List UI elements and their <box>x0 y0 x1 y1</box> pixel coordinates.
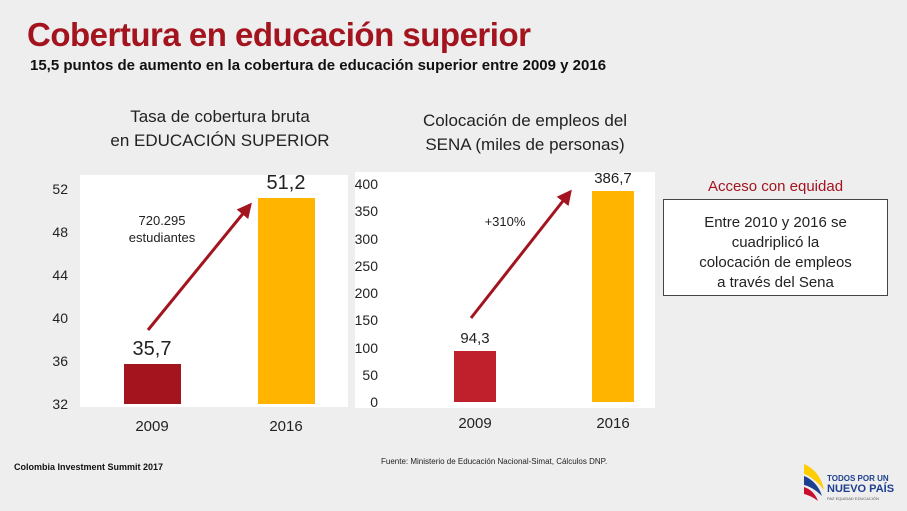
chart2-ytick-label: 400 <box>354 176 378 192</box>
chart1-ytick-label: 40 <box>52 310 68 326</box>
government-logo: TODOS POR UN NUEVO PAÍS PAZ EQUIDAD EDUC… <box>800 460 900 505</box>
equity-info-heading: Acceso con equidad <box>707 178 844 195</box>
equity-info-line4: a través del Sena <box>717 274 834 291</box>
chart2-ytick-label: 50 <box>362 366 378 383</box>
chart2-ytick-label: 200 <box>354 285 378 301</box>
chart1-data-label-2009: 35,7 <box>132 338 172 361</box>
chart2-category-label-2016: 2016 <box>596 415 630 432</box>
chart1-category-label-2016: 2016 <box>269 418 303 435</box>
chart2-ytick-label: 100 <box>354 339 378 356</box>
chart1-title: Tasa de cobertura bruta en EDUCACIÓN SUP… <box>70 105 370 153</box>
flag-swoosh-icon <box>804 464 824 501</box>
chart1-ytick-label: 32 <box>52 396 68 412</box>
equity-info-text: Entre 2010 y 2016 se cuadriplicó la colo… <box>663 213 888 293</box>
chart2-data-label-2016: 386,7 <box>594 170 632 188</box>
chart1-category-label-2009: 2009 <box>135 418 169 435</box>
chart1-title-line1: Tasa de cobertura bruta <box>130 107 310 126</box>
slide-subtitle: 15,5 puntos de aumento en la cobertura d… <box>30 57 607 74</box>
chart1-annotation: 720.295 estudiantes <box>122 212 202 246</box>
logo-line2: NUEVO PAÍS <box>827 483 895 495</box>
chart2-annotation-line1: +310% <box>484 214 526 229</box>
chart2-bar-2009 <box>454 350 496 402</box>
event-name: Colombia Investment Summit 2017 <box>14 462 164 472</box>
chart1-ytick-label: 44 <box>52 267 68 283</box>
chart1-annotation-line1: 720.295 <box>138 213 186 228</box>
chart1-ytick-label: 48 <box>52 224 68 240</box>
chart1-annotation-line2: estudiantes <box>128 230 196 245</box>
logo-tagline: PAZ EQUIDAD EDUCACIÓN <box>827 496 879 501</box>
chart2-ytick-label: 0 <box>370 394 378 410</box>
chart1-bar-2016 <box>257 197 315 404</box>
chart2-bar-2016 <box>592 191 634 402</box>
equity-info-line3: colocación de empleos <box>699 254 852 271</box>
logo-line1: TODOS POR UN <box>827 474 889 483</box>
chart1-title-line2: en EDUCACIÓN SUPERIOR <box>110 131 330 150</box>
slide-title: Cobertura en educación superior <box>27 16 531 53</box>
chart2-title: Colocación de empleos del SENA (miles de… <box>375 109 675 157</box>
equity-info-line1: Entre 2010 y 2016 se <box>704 214 847 231</box>
chart2-title-line1: Colocación de empleos del <box>422 111 628 130</box>
chart2-category-label-2009: 2009 <box>458 415 492 432</box>
chart1-bar-2009 <box>123 364 181 404</box>
chart2-ytick-label: 350 <box>354 203 378 220</box>
chart2-annotation: +310% <box>470 213 540 230</box>
chart1-ytick-label: 36 <box>52 353 68 369</box>
chart2-data-label-2009: 94,3 <box>460 329 490 347</box>
chart2-ytick-label: 300 <box>354 230 378 247</box>
chart2-ytick-label: 150 <box>354 312 378 329</box>
chart1-ytick-label: 52 <box>52 181 68 197</box>
equity-info-line2: cuadriplicó la <box>731 234 820 251</box>
chart2-ytick-label: 250 <box>354 257 378 274</box>
chart1-data-label-2016: 51,2 <box>266 171 306 194</box>
chart2-title-line2: SENA (miles de personas) <box>425 135 625 154</box>
equity-info-box <box>663 199 888 296</box>
source-note: Fuente: Ministerio de Educación Nacional… <box>381 457 608 466</box>
